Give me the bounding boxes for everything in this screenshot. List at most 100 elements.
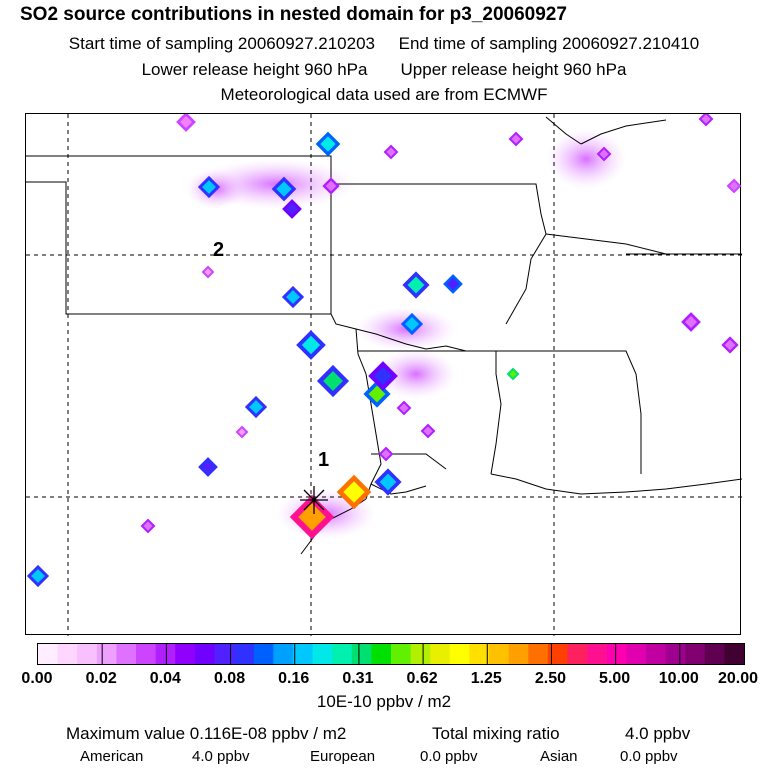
colorbar-tick-label: 1.25 — [470, 670, 502, 687]
source-blob — [198, 457, 218, 477]
colorbar-swatch — [685, 644, 706, 664]
colorbar-unit: 10E-10 ppbv / m2 — [316, 692, 452, 711]
colorbar-swatch — [547, 644, 568, 664]
source-blob — [383, 144, 399, 160]
colorbar-swatch — [273, 644, 294, 664]
colorbar-swatch — [351, 644, 372, 664]
source-blob — [681, 312, 701, 332]
colorbar-swatch — [724, 644, 744, 664]
upper-release-label: Upper release height 960 hPa — [400, 60, 627, 79]
map-canvas — [26, 114, 742, 636]
colorbar-swatch — [371, 644, 392, 664]
source-blob — [443, 274, 463, 294]
colorbar-tick-label: 10.00 — [658, 670, 699, 687]
map-title: SO2 source contributions in nested domai… — [20, 4, 567, 25]
colorbar-swatch — [410, 644, 431, 664]
source-blob — [26, 564, 50, 588]
colorbar-swatch — [136, 644, 157, 664]
source-blob — [698, 114, 714, 127]
asian-label: Asian — [540, 748, 578, 765]
colorbar-swatch — [449, 644, 470, 664]
colorbar-swatch — [587, 644, 608, 664]
source-blob — [368, 361, 398, 391]
source-blob — [400, 312, 424, 336]
source-blob — [176, 114, 196, 132]
source-blob — [378, 446, 394, 462]
map-panel: 1 2 — [25, 113, 742, 636]
lower-release-label: Lower release height 960 hPa — [141, 60, 368, 79]
european-value: 0.0 ppbv — [420, 748, 478, 765]
total-mixing-value: 4.0 ppbv — [625, 724, 691, 743]
asian-value: 0.0 ppbv — [620, 748, 678, 765]
source-blobs — [26, 114, 742, 588]
colorbar-tick-label: 5.00 — [599, 670, 631, 687]
source-blob — [244, 395, 268, 419]
colorbar-swatch — [332, 644, 353, 664]
colorbar-tick-label: 0.62 — [406, 670, 438, 687]
colorbar-swatch — [528, 644, 549, 664]
start-time-label: Start time of sampling 20060927.210203 — [68, 34, 376, 53]
source-blob — [420, 423, 436, 439]
colorbar-tick-label: 0.00 — [21, 670, 53, 687]
source-blob — [726, 178, 742, 194]
max-value-label: Maximum value 0.116E-08 ppbv / m2 — [66, 724, 347, 743]
source-blob — [289, 494, 335, 540]
receptor-2-label: 2 — [213, 239, 225, 261]
colorbar-swatch — [626, 644, 647, 664]
colorbar-swatch — [194, 644, 215, 664]
state-boundaries — [26, 116, 742, 555]
colorbar-swatch — [214, 644, 235, 664]
source-blob — [402, 271, 430, 299]
source-blob — [596, 146, 612, 162]
colorbar-tick-label: 20.00 — [717, 670, 759, 687]
source-blob — [506, 367, 520, 381]
colorbar-swatch — [38, 644, 59, 664]
colorbar-swatch — [312, 644, 333, 664]
source-blob — [508, 131, 524, 147]
receptor-1-marker — [300, 486, 328, 514]
colorbar-swatch — [430, 644, 451, 664]
source-blob — [201, 265, 215, 279]
source-blob — [197, 175, 221, 199]
source-blob — [374, 468, 402, 496]
source-blob — [281, 285, 305, 309]
colorbar-swatch — [253, 644, 274, 664]
plume-haze — [186, 129, 626, 539]
source-blob — [336, 474, 372, 510]
receptor-1-label: 1 — [318, 449, 330, 471]
colorbar-swatches — [38, 644, 744, 664]
colorbar-swatch — [96, 644, 117, 664]
lat-lon-grid — [26, 114, 742, 636]
colorbar-swatch — [175, 644, 196, 664]
colorbar-tick-label: 0.31 — [342, 670, 374, 687]
colorbar-swatch — [508, 644, 529, 664]
sampling-time-line: Start time of sampling 20060927.210203 E… — [0, 34, 768, 54]
colorbar-tick-label: 0.02 — [85, 670, 117, 687]
american-label: American — [80, 748, 144, 765]
source-blob — [316, 364, 350, 398]
release-height-line: Lower release height 960 hPa Upper relea… — [0, 60, 768, 80]
colorbar-swatch — [234, 644, 255, 664]
total-mixing-label: Total mixing ratio — [432, 724, 560, 743]
end-time-label: End time of sampling 20060927.210410 — [398, 34, 700, 53]
source-blob — [296, 330, 326, 360]
source-blob — [721, 336, 739, 354]
source-blob — [396, 400, 412, 416]
source-blob — [322, 177, 340, 195]
colorbar-swatch — [489, 644, 510, 664]
source-blob — [315, 131, 341, 157]
met-data-label: Meteorological data used are from ECMWF — [220, 85, 548, 104]
american-value: 4.0 ppbv — [192, 748, 250, 765]
colorbar-tick-label: 0.08 — [213, 670, 246, 687]
colorbar-tick-label: 0.04 — [149, 670, 181, 687]
colorbar — [37, 643, 745, 665]
colorbar-swatch — [704, 644, 725, 664]
colorbar-swatch — [645, 644, 667, 664]
colorbar-swatch — [665, 644, 686, 664]
source-blob — [282, 199, 302, 219]
european-label: European — [310, 748, 376, 765]
colorbar-swatch — [469, 644, 490, 664]
colorbar-swatch — [391, 644, 412, 664]
colorbar-swatch — [116, 644, 137, 664]
source-blob — [235, 425, 249, 439]
